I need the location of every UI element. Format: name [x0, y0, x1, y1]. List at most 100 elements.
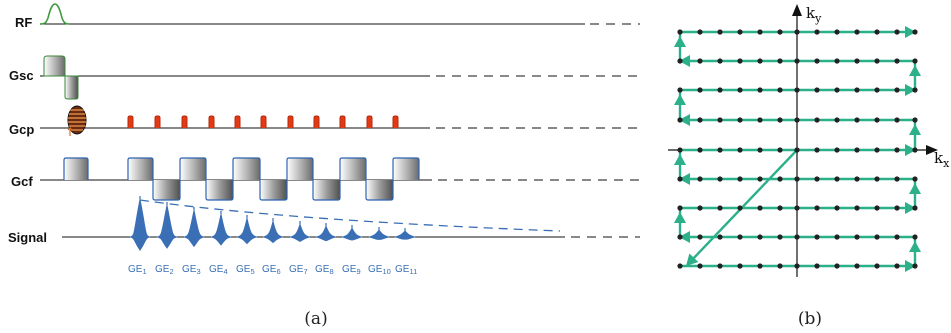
kspace-sample — [814, 87, 819, 92]
kspace-sample — [737, 29, 742, 34]
kspace-sample — [717, 58, 722, 63]
phase-blip — [367, 116, 372, 128]
kspace-sample — [854, 147, 859, 152]
kspace-sample — [912, 234, 917, 239]
kspace-sample — [912, 29, 917, 34]
kspace-sample — [697, 263, 702, 268]
kspace-sample — [757, 87, 762, 92]
echo-label: GE1 — [128, 264, 147, 276]
phase-blip — [393, 116, 398, 128]
panel-b: ky kx (b) — [668, 4, 950, 329]
kspace-sample — [854, 176, 859, 181]
kspace-sample — [834, 234, 839, 239]
kspace-sample — [874, 147, 879, 152]
kspace-sample — [777, 117, 782, 122]
readout-lobe-positive — [340, 158, 366, 180]
kspace-sample — [874, 263, 879, 268]
slice-select-lobe — [44, 56, 65, 76]
readout-lobe-negative — [206, 180, 233, 200]
phase-blip — [340, 116, 345, 128]
kspace-sample — [854, 87, 859, 92]
kspace-sample — [737, 117, 742, 122]
kspace-sample — [757, 29, 762, 34]
readout-lobe-positive — [128, 158, 153, 180]
trajectory-arrowhead — [674, 36, 686, 47]
kspace-sample — [874, 29, 879, 34]
kspace-sample — [814, 147, 819, 152]
kspace-sample — [894, 87, 899, 92]
kspace-sample — [697, 234, 702, 239]
gradient-echo — [316, 226, 336, 241]
kspace-sample — [834, 205, 839, 210]
kspace-sample — [912, 176, 917, 181]
echo-label: GE6 — [262, 264, 281, 276]
phase-blip — [128, 116, 133, 128]
gcp-row — [40, 106, 640, 136]
kspace-sample — [894, 205, 899, 210]
echo-label: GE11 — [395, 264, 417, 276]
kspace-sample — [737, 87, 742, 92]
readout-lobe-positive — [393, 158, 419, 180]
kspace-sample — [834, 87, 839, 92]
kspace-sample — [717, 176, 722, 181]
slice-refocus-lobe — [65, 76, 78, 99]
kspace-sample — [677, 87, 682, 92]
t2star-decay-envelope — [140, 200, 560, 231]
kspace-sample — [757, 147, 762, 152]
readout-lobe-negative — [313, 180, 340, 200]
phase-blip — [261, 116, 266, 128]
kspace-sample — [834, 263, 839, 268]
phase-blip — [155, 116, 160, 128]
kspace-sample — [677, 263, 682, 268]
kspace-sample — [794, 205, 799, 210]
kspace-sample — [677, 147, 682, 152]
phase-blip — [182, 116, 187, 128]
gradient-echo — [290, 224, 310, 242]
gcf-label: Gcf — [11, 174, 33, 189]
phase-blip — [314, 116, 319, 128]
rf-label: RF — [15, 15, 32, 30]
kspace-sample — [717, 117, 722, 122]
kspace-sample — [737, 147, 742, 152]
kspace-sample — [777, 58, 782, 63]
trajectory-arrowhead — [909, 65, 921, 76]
kspace-sample — [757, 176, 762, 181]
gradient-echo — [211, 214, 231, 245]
kspace-sample — [717, 234, 722, 239]
kspace-sample — [814, 234, 819, 239]
echo-label: GE2 — [155, 264, 174, 276]
kspace-sample — [854, 29, 859, 34]
echo-labels: GE1 GE2 GE3 GE4 GE5 GE6 GE7 GE8 GE9 GE10 GE11 — [128, 264, 417, 276]
trajectory-arrowhead — [674, 212, 686, 223]
kspace-sample — [894, 234, 899, 239]
echo-label: GE3 — [182, 264, 201, 276]
rf-pulse — [40, 4, 70, 24]
kspace-sample — [854, 234, 859, 239]
caption-b: (b) — [798, 309, 822, 329]
kspace-sample — [874, 205, 879, 210]
kspace-sample — [834, 29, 839, 34]
readout-lobe-positive — [233, 158, 260, 180]
kspace-sample — [757, 234, 762, 239]
kspace-sample — [794, 234, 799, 239]
kspace-sample — [814, 58, 819, 63]
readout-lobe-positive — [287, 158, 313, 180]
kx-label: kx — [934, 149, 950, 170]
readout-prephaser — [64, 158, 88, 180]
gradient-echo — [184, 210, 204, 246]
kspace-sample — [677, 205, 682, 210]
kspace-sample — [717, 29, 722, 34]
kspace-sample — [912, 117, 917, 122]
gsc-label: Gsc — [9, 68, 34, 83]
kspace-sample — [777, 176, 782, 181]
kspace-sample — [834, 117, 839, 122]
kspace-sample — [912, 147, 917, 152]
kspace-sample — [777, 234, 782, 239]
kspace-sample — [677, 176, 682, 181]
kspace-sample — [717, 205, 722, 210]
gradient-echo — [395, 231, 415, 239]
rf-row — [40, 4, 640, 24]
kspace-sample — [874, 117, 879, 122]
kspace-sample — [894, 117, 899, 122]
